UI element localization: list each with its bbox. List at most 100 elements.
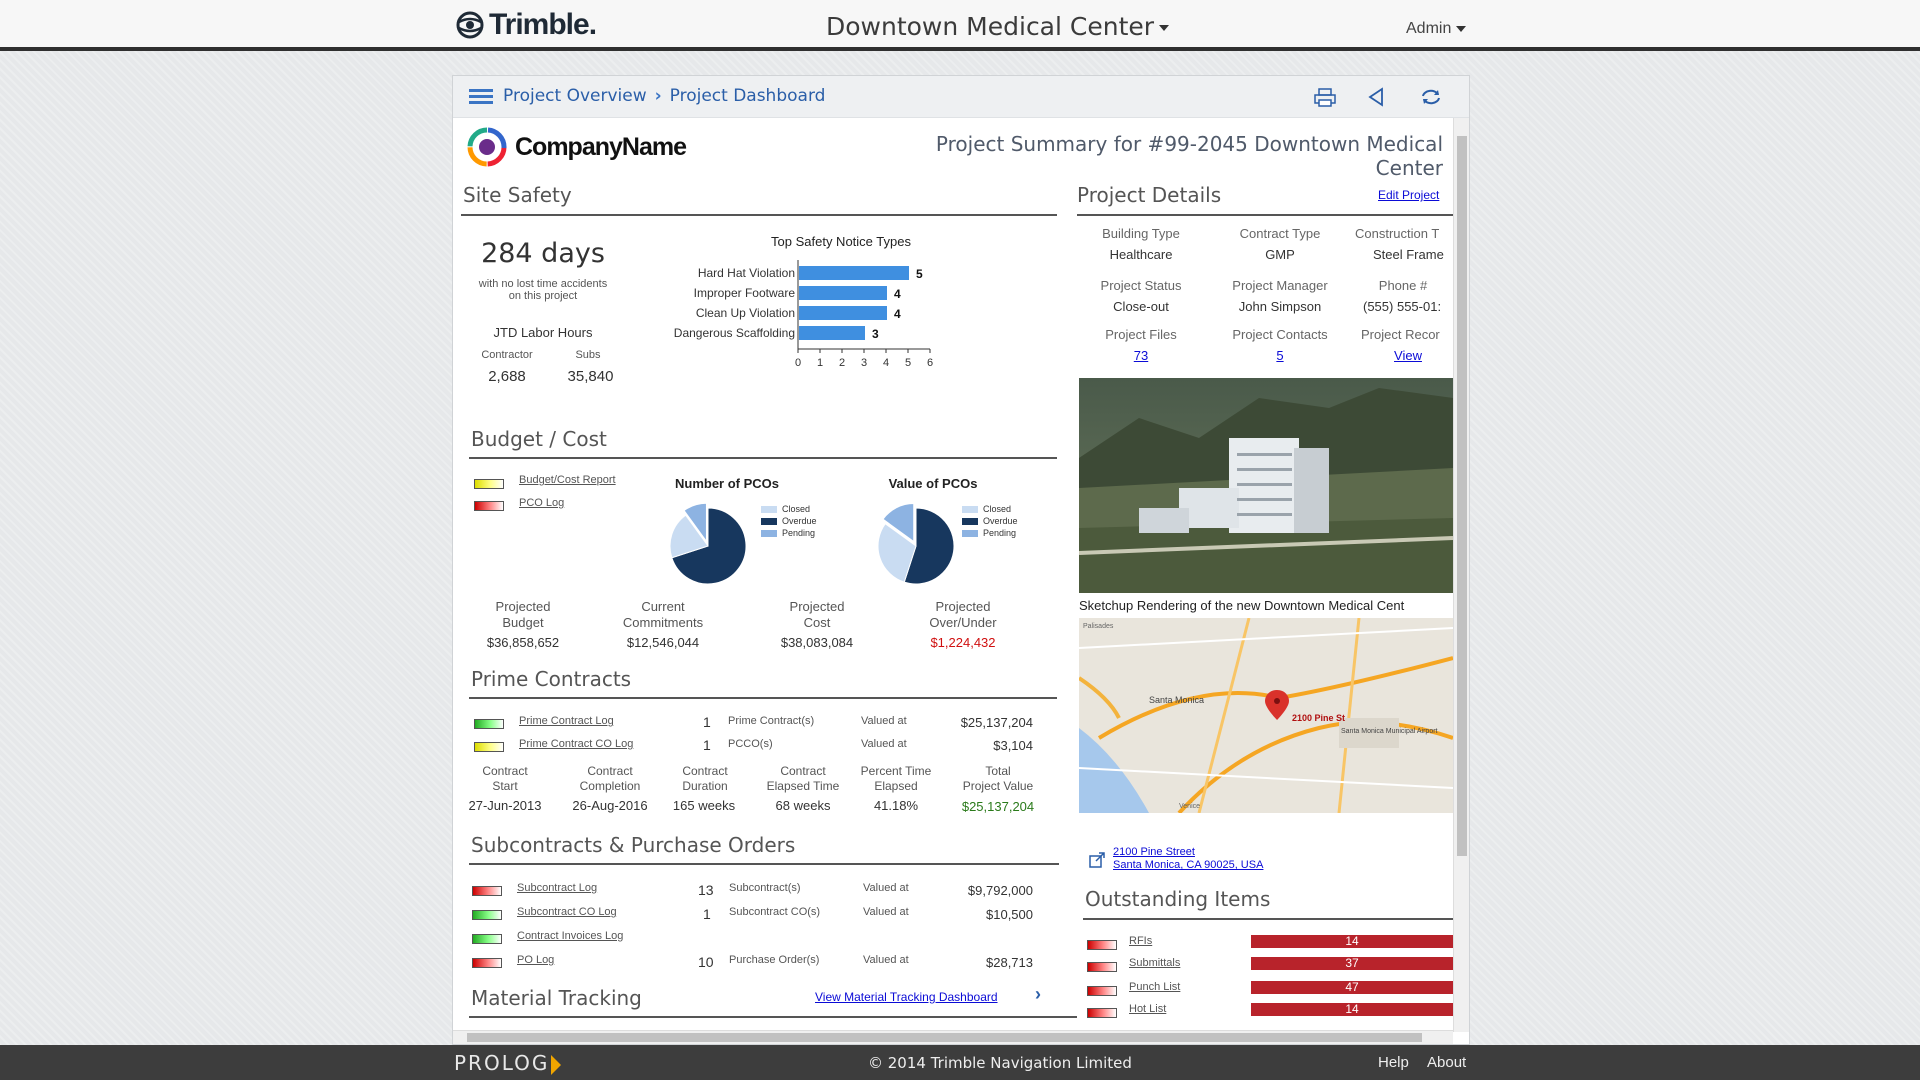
hot-list-count-bar: 14 <box>1251 1003 1453 1016</box>
dashboard-panel: Project Overview › Project Dashboard <box>452 75 1470 1045</box>
trimble-logo[interactable]: Trimble. <box>455 8 597 42</box>
chart-data-label: 5 <box>916 267 923 281</box>
projected-cost-value: $38,083,084 <box>780 635 854 650</box>
contract-elapsed-time-value: 68 weeks <box>775 798 831 813</box>
prime-contract-log-link[interactable]: Prime Contract Log <box>519 715 614 727</box>
menu-icon[interactable] <box>469 89 493 105</box>
rfis-link[interactable]: RFIs <box>1129 935 1153 947</box>
map-label-venice: Venice <box>1179 803 1200 810</box>
days-caption-2: on this project <box>508 290 578 302</box>
contract-invoices-log-link[interactable]: Contract Invoices Log <box>517 930 624 942</box>
pie-slice-overdue <box>903 507 955 585</box>
hot-list-link[interactable]: Hot List <box>1129 1003 1167 1015</box>
print-icon[interactable] <box>1313 87 1337 107</box>
project-files-label: Project Files <box>1105 327 1177 342</box>
refresh-icon[interactable] <box>1419 87 1443 107</box>
project-records-link[interactable]: View <box>1394 348 1422 363</box>
subs-label: Subs <box>575 349 601 361</box>
pcco-type: PCCO(s) <box>728 738 773 750</box>
contract-completion-value: 26-Aug-2016 <box>572 798 648 813</box>
submittals-link[interactable]: Submittals <box>1129 957 1181 969</box>
pco-count-title: Number of PCOs <box>674 476 779 491</box>
chart-tick-label: 5 <box>905 357 911 368</box>
contract-start-label: Contract Start <box>482 764 528 793</box>
status-indicator-yellow <box>474 479 504 489</box>
status-indicator-red <box>1087 940 1117 950</box>
legend-overdue: Overdue <box>962 515 1018 527</box>
project-manager-label: Project Manager <box>1232 278 1328 293</box>
chart-data-label: 4 <box>894 307 901 321</box>
company-logo: CompanyName <box>465 126 687 168</box>
subcontracts-title: Subcontracts & Purchase Orders <box>471 833 796 857</box>
chart-bar <box>799 326 865 340</box>
contract-completion-label: Contract Completion <box>579 764 641 793</box>
subcontract-count: 13 <box>698 882 714 898</box>
subs-hours: 35,840 <box>567 368 614 385</box>
total-project-value: $25,137,204 <box>961 799 1035 814</box>
divider <box>469 863 1059 865</box>
scrollbar-thumb[interactable] <box>1457 136 1467 856</box>
subcontract-log-link[interactable]: Subcontract Log <box>517 882 598 894</box>
subcontract-co-count: 1 <box>703 906 711 922</box>
breadcrumb-project-overview[interactable]: Project Overview <box>503 86 647 106</box>
admin-menu[interactable]: Admin <box>1406 20 1467 38</box>
building-rendering-image[interactable] <box>1079 378 1453 593</box>
prime-contract-count: 1 <box>703 714 711 730</box>
project-status-value: Close-out <box>1113 299 1169 314</box>
prime-contract-co-log-link[interactable]: Prime Contract CO Log <box>519 738 634 750</box>
location-map[interactable]: Santa Monica Santa Monica Municipal Airp… <box>1079 618 1453 813</box>
material-tracking-dashboard-link[interactable]: View Material Tracking Dashboard <box>815 990 998 1004</box>
pco-log-link[interactable]: PCO Log <box>519 497 565 509</box>
status-indicator-red <box>472 886 502 896</box>
pcco-count: 1 <box>703 737 711 753</box>
status-indicator-yellow <box>474 742 504 752</box>
divider <box>1083 918 1453 920</box>
pie-slice-overdue <box>671 507 747 585</box>
breadcrumb-project-dashboard[interactable]: Project Dashboard <box>669 86 826 106</box>
project-selector[interactable]: Downtown Medical Center <box>826 12 1170 41</box>
project-files-link[interactable]: 73 <box>1133 348 1149 363</box>
contract-elapsed-time-label: Contract Elapsed Time <box>766 764 840 793</box>
edit-project-link[interactable]: Edit Project <box>1378 188 1440 202</box>
back-icon[interactable] <box>1365 87 1389 107</box>
brand-name: Trimble. <box>489 8 597 41</box>
chart-category-label: Dangerous Scaffolding <box>674 326 795 340</box>
projected-over-under-value: $1,224,432 <box>930 635 996 650</box>
contract-type-value: GMP <box>1265 247 1295 262</box>
pie-slice-closed <box>669 514 709 559</box>
chevron-right-icon[interactable]: › <box>1035 984 1041 1004</box>
chart-tick-label: 6 <box>927 357 933 368</box>
divider <box>1077 214 1453 216</box>
chart-tick-label: 1 <box>817 357 823 368</box>
contract-duration-label: Contract Duration <box>682 764 728 793</box>
address-line-1[interactable]: 2100 Pine Street <box>1113 846 1195 858</box>
company-name: CompanyName <box>515 132 687 161</box>
address-line-2[interactable]: Santa Monica, CA 90025, USA <box>1113 859 1264 871</box>
pco-value-legend: Closed Overdue Pending <box>962 503 1018 539</box>
map-label-palisades: Palisades <box>1083 623 1114 630</box>
subcontract-co-log-link[interactable]: Subcontract CO Log <box>517 906 617 918</box>
prolog-arrow-icon <box>551 1054 562 1075</box>
status-indicator-red <box>1087 986 1117 996</box>
about-link[interactable]: About <box>1427 1054 1467 1071</box>
current-commitments-label: Current Commitments <box>622 599 704 630</box>
project-contacts-link[interactable]: 5 <box>1276 348 1284 363</box>
po-log-link[interactable]: PO Log <box>517 954 555 966</box>
external-link-icon[interactable] <box>1089 852 1105 868</box>
contract-type-label: Contract Type <box>1239 226 1321 241</box>
prolog-logo[interactable]: PROLOG <box>454 1051 562 1075</box>
budget-cost-report-link[interactable]: Budget/Cost Report <box>519 474 616 486</box>
pco-count-pie <box>669 502 747 585</box>
percent-time-elapsed-value: 41.18% <box>873 798 919 813</box>
scrollbar-thumb[interactable] <box>467 1033 1422 1042</box>
project-status-label: Project Status <box>1100 278 1182 293</box>
pie-slice-closed <box>877 522 917 583</box>
contractor-label: Contractor <box>481 349 533 361</box>
punch-list-link[interactable]: Punch List <box>1129 981 1181 993</box>
horizontal-scrollbar[interactable] <box>453 1030 1453 1044</box>
help-link[interactable]: Help <box>1378 1054 1409 1071</box>
chevron-down-icon <box>1456 25 1467 32</box>
vertical-scrollbar[interactable] <box>1453 118 1469 1032</box>
valued-at-label: Valued at <box>861 715 907 727</box>
status-indicator-green <box>474 719 504 729</box>
